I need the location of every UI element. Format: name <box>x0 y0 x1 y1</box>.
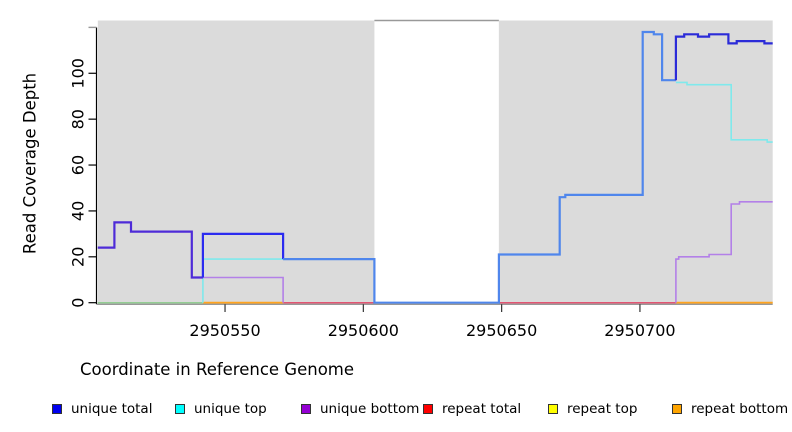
legend-item-unique-top: unique top <box>175 398 267 420</box>
legend-item-repeat-bottom: repeat bottom <box>672 398 788 420</box>
y-tick-label: 100 <box>68 58 87 89</box>
y-tick-label: 40 <box>69 201 88 221</box>
x-tick-label: 2950550 <box>189 321 260 340</box>
legend-item-unique-bottom: unique bottom <box>301 398 419 420</box>
legend-label: repeat bottom <box>691 401 789 417</box>
legend-swatch-icon <box>423 404 433 414</box>
x-tick-label: 2950650 <box>466 321 537 340</box>
y-axis-title-text: Read Coverage Depth <box>20 72 40 255</box>
legend-swatch-icon <box>672 404 682 414</box>
legend-swatch-icon <box>548 404 558 414</box>
plot-background-left <box>97 20 375 304</box>
plot-background-right <box>498 20 773 304</box>
legend-item-unique-total: unique total <box>52 398 152 420</box>
legend-label: unique bottom <box>320 401 420 417</box>
legend-swatch-icon <box>52 404 62 414</box>
x-axis-title: Coordinate in Reference Genome <box>0 360 792 379</box>
x-axis-title-text: Coordinate in Reference Genome <box>79 360 355 379</box>
legend-label: unique top <box>194 401 267 417</box>
y-tick-label: 20 <box>69 247 88 267</box>
series-line-unique-total <box>201 232 285 278</box>
y-tick-label: 60 <box>69 155 88 175</box>
x-tick-label: 2950600 <box>328 321 399 340</box>
legend-swatch-icon <box>301 404 311 414</box>
legend-label: unique total <box>71 401 153 417</box>
series-line-unique-total <box>674 33 773 81</box>
series-line-unique-bottom <box>191 276 284 303</box>
legend-label: repeat total <box>442 401 522 417</box>
series-line-unique-total <box>97 221 203 279</box>
x-tick-label: 2950700 <box>604 321 675 340</box>
y-tick-label: 0 <box>69 298 88 308</box>
y-axis-title: Read Coverage Depth <box>21 4 40 324</box>
legend-swatch-icon <box>175 404 185 414</box>
series-line-unique-bottom <box>675 201 773 303</box>
legend: unique total unique top unique bottom repea… <box>0 398 792 420</box>
legend-item-repeat-total: repeat total <box>423 398 521 420</box>
series-line-unique-total <box>283 30 676 304</box>
legend-label: repeat top <box>567 401 638 417</box>
legend-item-repeat-top: repeat top <box>548 398 637 420</box>
y-tick-label: 80 <box>68 109 87 129</box>
series-line-unique-top <box>675 81 773 143</box>
